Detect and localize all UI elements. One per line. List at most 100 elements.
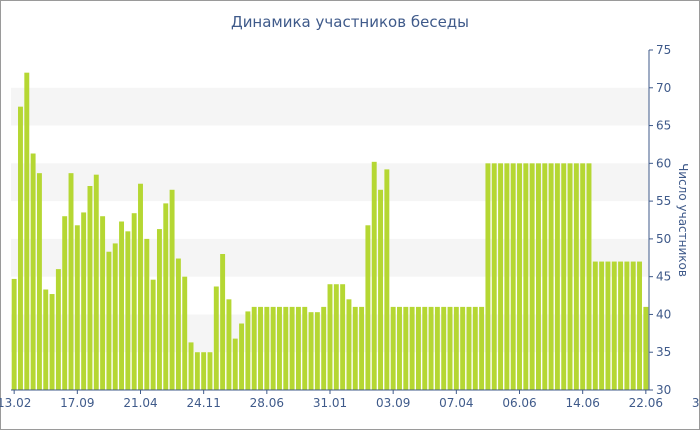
bar <box>131 213 137 390</box>
bar <box>397 306 402 390</box>
bar <box>453 306 459 390</box>
bar <box>201 352 207 390</box>
bar <box>163 203 169 390</box>
bar <box>384 169 390 390</box>
bar <box>586 163 592 390</box>
bar <box>49 294 55 390</box>
y-tick-label: 35 <box>656 345 671 359</box>
y-tick-label: 45 <box>656 270 671 284</box>
bar <box>226 299 232 390</box>
y-tick-labels: 30 35 40 45 50 55 60 65 70 75 <box>649 43 671 397</box>
bar <box>169 189 175 390</box>
bar <box>74 225 80 390</box>
bar <box>43 289 49 390</box>
bar <box>87 186 93 390</box>
bar <box>156 229 162 390</box>
bar <box>504 163 510 390</box>
bar <box>542 163 548 390</box>
x-tick-label: 22.06 <box>629 396 663 410</box>
x-tick-label: 17.09 <box>60 396 94 410</box>
bar <box>434 306 440 390</box>
x-tick-label: 06.06 <box>502 396 536 410</box>
bar <box>11 278 17 390</box>
bar <box>220 254 226 390</box>
bar <box>580 163 586 390</box>
bar <box>472 306 478 390</box>
bar <box>314 312 320 390</box>
grid-band <box>11 87 649 126</box>
bar <box>466 306 472 390</box>
bar <box>359 306 365 390</box>
y-tick-label: 55 <box>656 194 671 208</box>
bar <box>611 261 617 390</box>
y-tick-label: 60 <box>656 156 671 170</box>
bar <box>36 173 42 390</box>
bar <box>346 299 352 390</box>
bar <box>428 306 434 390</box>
bar <box>517 163 522 390</box>
x-tick-labels: 13.02 17.09 21.04 24.11 28.06 31.01 03.09 07.04… <box>0 390 700 410</box>
bar <box>630 261 636 390</box>
bar <box>371 161 377 390</box>
bar <box>409 306 415 390</box>
bar <box>447 306 453 390</box>
y-tick-label: 65 <box>656 119 671 133</box>
bar <box>365 225 371 390</box>
bar <box>207 352 213 390</box>
bar <box>567 163 573 390</box>
y-tick-label: 50 <box>656 232 671 246</box>
bar <box>548 163 554 390</box>
bar <box>460 306 466 390</box>
bar <box>643 306 649 390</box>
y-tick-label: 75 <box>656 43 671 57</box>
bar <box>554 163 560 390</box>
bar <box>637 261 642 390</box>
bar <box>144 238 150 390</box>
bar <box>498 163 504 390</box>
bar <box>112 243 118 390</box>
bar <box>352 306 358 390</box>
bar <box>55 269 61 390</box>
bar <box>624 261 630 390</box>
bar <box>491 163 497 390</box>
bar <box>510 163 516 390</box>
bar <box>277 306 282 390</box>
bar <box>289 306 295 390</box>
bar <box>561 163 567 390</box>
bar <box>24 72 30 391</box>
bar <box>251 306 257 390</box>
x-tick-label: 14.06 <box>565 396 599 410</box>
bar <box>30 153 36 390</box>
bar <box>573 163 579 390</box>
bar <box>308 312 314 390</box>
bar <box>403 306 409 390</box>
y-tick-label: 40 <box>656 307 671 321</box>
bar <box>150 279 156 390</box>
x-tick-label: 21.04 <box>123 396 157 410</box>
bar <box>188 342 194 390</box>
bar <box>592 261 598 390</box>
bar <box>264 306 270 390</box>
x-tick-label: 13.02 <box>0 396 31 410</box>
bar <box>125 231 131 390</box>
bar <box>81 212 87 390</box>
bar-series <box>11 72 649 391</box>
bar <box>523 163 529 390</box>
bar <box>239 323 245 390</box>
x-tick-label: 07.04 <box>439 396 473 410</box>
bar <box>535 163 541 390</box>
bar <box>485 163 491 390</box>
bar <box>529 163 535 390</box>
bar <box>119 221 125 390</box>
bar <box>327 284 333 390</box>
bar <box>422 306 428 390</box>
x-tick-label: 03.09 <box>376 396 410 410</box>
bar <box>182 276 188 390</box>
x-tick-label: 28.06 <box>250 396 284 410</box>
bar <box>283 306 289 390</box>
bar <box>232 338 238 390</box>
bar <box>138 183 143 390</box>
bar <box>333 284 339 390</box>
bar <box>175 258 181 390</box>
